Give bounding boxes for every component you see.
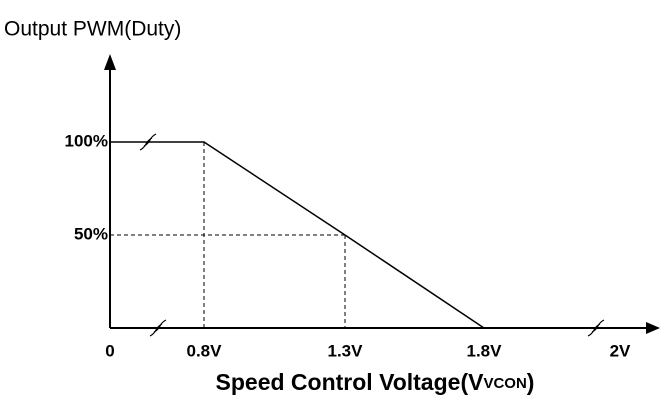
x-axis-label-main: Speed Control Voltage(V	[216, 369, 485, 395]
chart-title: Output PWM(Duty)	[4, 18, 181, 41]
x-tick-label: 2V	[610, 341, 631, 360]
break-mark	[149, 319, 167, 337]
x-axis-label: Speed Control Voltage(VVCON)	[216, 369, 535, 395]
x-tick-label: 0.8V	[187, 341, 223, 360]
y-tick-label: 50%	[74, 224, 108, 243]
x-axis-label-end: )	[527, 369, 535, 395]
x-axis-label-sub: VCON	[483, 375, 526, 392]
y-axis-arrow	[104, 54, 116, 70]
break-mark	[587, 319, 605, 337]
break-mark	[139, 133, 157, 151]
x-tick-label: 1.3V	[328, 341, 364, 360]
data-line	[110, 141, 620, 329]
x-axis-arrow	[646, 322, 660, 334]
break-marks	[139, 133, 605, 337]
x-tick-label: 1.8V	[467, 341, 503, 360]
x-tick-label: 0	[105, 341, 114, 360]
y-tick-label: 100%	[65, 131, 108, 150]
